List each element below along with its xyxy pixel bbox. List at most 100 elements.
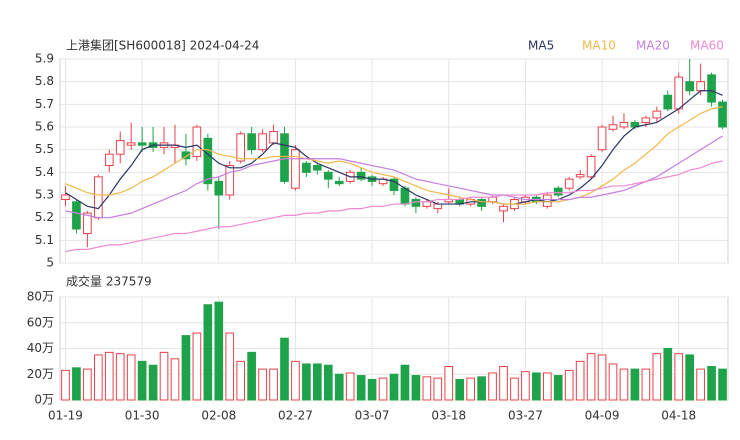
ma-line xyxy=(65,135,723,219)
volume-bar xyxy=(532,372,541,401)
volume-bar xyxy=(291,360,300,401)
volume-bar xyxy=(389,373,399,401)
volume-bar xyxy=(433,377,443,401)
candle-body xyxy=(575,174,585,178)
candle-body xyxy=(258,133,267,151)
candle-body xyxy=(564,178,574,189)
volume-bar xyxy=(455,378,465,401)
y-tick-label: 5.3 xyxy=(35,188,54,202)
volume-bar xyxy=(313,363,322,401)
volume-bar xyxy=(170,358,180,401)
volume-bar xyxy=(203,304,213,401)
volume-bar xyxy=(356,375,366,401)
x-tick-label: 01-19 xyxy=(48,409,83,423)
candle-body xyxy=(433,203,443,210)
candle-body xyxy=(499,205,508,212)
volume-bar xyxy=(345,372,355,401)
volume-bar xyxy=(630,368,640,401)
volume-bar xyxy=(148,364,158,401)
volume-bar xyxy=(718,368,727,401)
candle-body xyxy=(685,81,695,92)
candle-body xyxy=(422,201,432,207)
ma-line xyxy=(65,160,723,253)
candle-body xyxy=(608,124,618,130)
candle-body xyxy=(488,196,497,203)
candle-body xyxy=(291,149,300,189)
candle-body xyxy=(236,133,246,162)
candle-body xyxy=(641,117,651,123)
y-tick-label: 5.1 xyxy=(35,233,54,247)
volume-bar xyxy=(477,376,486,401)
candle-body xyxy=(269,131,278,144)
volume-bar xyxy=(367,378,377,401)
candle-body xyxy=(192,126,202,157)
volume-bar xyxy=(685,354,695,401)
y-tick-label: 80万 xyxy=(27,290,54,304)
x-tick-label: 02-27 xyxy=(278,409,313,423)
volume-bar xyxy=(422,376,432,401)
volume-bar xyxy=(258,368,267,401)
volume-bar xyxy=(323,364,333,401)
candle-body xyxy=(597,126,607,151)
volume-bar xyxy=(674,353,684,401)
volume-bar xyxy=(181,335,191,401)
candle-body xyxy=(93,176,103,219)
candle-body xyxy=(225,165,235,196)
y-tick-label: 5 xyxy=(46,256,54,270)
y-tick-label: 60万 xyxy=(27,315,54,329)
chart-title: 上港集团[SH600018] 2024-04-24 xyxy=(66,38,259,53)
volume-bar xyxy=(608,363,618,401)
volume-bar xyxy=(269,368,278,401)
volume-bar xyxy=(521,371,530,401)
y-tick-label: 5.2 xyxy=(35,210,54,224)
candle-body xyxy=(400,187,410,205)
volume-bar xyxy=(663,348,673,401)
x-tick-label: 03-27 xyxy=(508,409,543,423)
candle-body xyxy=(696,81,705,92)
candle-body xyxy=(323,171,333,180)
y-tick-label: 0万 xyxy=(34,393,54,407)
candle-body xyxy=(115,140,125,155)
x-tick-label: 04-18 xyxy=(661,409,696,423)
volume-bar xyxy=(652,353,662,401)
candle-body xyxy=(356,171,366,180)
candle-body xyxy=(61,194,70,201)
candle-body xyxy=(137,142,147,146)
volume-bar xyxy=(280,337,289,401)
volume-bar xyxy=(400,364,410,401)
volume-bar xyxy=(466,377,475,401)
candle-body xyxy=(247,133,256,151)
volume-bar xyxy=(104,351,114,401)
candle-body xyxy=(280,133,289,182)
legend-entry: MA20 xyxy=(636,39,670,53)
candle-body xyxy=(674,76,684,110)
legend-entry: MA60 xyxy=(690,39,724,53)
legend-entry: MA10 xyxy=(582,39,616,53)
x-tick-label: 04-09 xyxy=(585,409,620,423)
candle-body xyxy=(663,94,673,110)
candle-body xyxy=(72,201,81,230)
volume-bar xyxy=(641,368,651,401)
candle-body xyxy=(126,142,136,146)
candle-body xyxy=(83,212,92,235)
y-tick-label: 5.9 xyxy=(35,52,54,66)
volume-bar xyxy=(192,332,202,401)
candle-body xyxy=(586,155,596,178)
volume-bar xyxy=(411,375,421,401)
volume-bar xyxy=(72,367,81,401)
candle-body xyxy=(553,187,563,196)
y-tick-label: 5.5 xyxy=(35,142,54,156)
volume-bar xyxy=(115,353,125,401)
candle-body xyxy=(302,162,311,173)
candle-body xyxy=(389,178,399,191)
y-tick-label: 5.7 xyxy=(35,97,54,111)
y-tick-label: 5.6 xyxy=(35,120,54,134)
volume-bar xyxy=(575,360,585,401)
volume-bar xyxy=(707,366,716,401)
candle-body xyxy=(718,101,727,128)
ma-line xyxy=(65,90,723,210)
x-tick-label: 03-07 xyxy=(355,409,390,423)
volume-title: 成交量 237579 xyxy=(66,274,152,289)
x-tick-label: 02-08 xyxy=(201,409,236,423)
